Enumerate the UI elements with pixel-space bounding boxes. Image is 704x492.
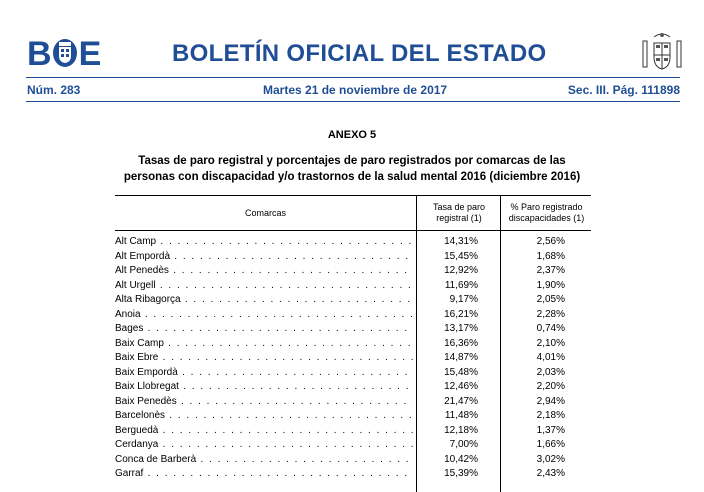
comarca-name: Berguedà (115, 424, 413, 439)
column-header-tasa: Tasa de paro registral (1) (416, 196, 501, 230)
tasa-value: 15,48% (444, 366, 478, 378)
tasa-value: 16,21% (444, 308, 478, 320)
comarca-name: Conca de Barberà (115, 453, 413, 468)
pct-value: 1,90% (536, 279, 565, 291)
comarca-name: Alt Urgell (115, 279, 413, 294)
pct-value: 2,20% (536, 381, 565, 392)
table-row: Baix Empordà 15,48% 2,03% (115, 366, 591, 381)
comarca-name: Alt Empordà (115, 250, 413, 265)
table-header: Comarcas Tasa de paro registral (1) % Pa… (115, 195, 591, 231)
pct-value: 2,18% (536, 410, 565, 421)
pct-value: 2,03% (536, 366, 565, 378)
data-table: Comarcas Tasa de paro registral (1) % Pa… (115, 195, 591, 492)
tasa-value: 12,92% (444, 265, 478, 276)
pct-value: 2,10% (536, 337, 565, 349)
table-row: Anoia 16,21% 2,28% (115, 308, 591, 323)
logo-letter-b: B (27, 35, 52, 73)
header-rule-top (26, 77, 680, 78)
pct-value: 2,56% (536, 236, 565, 247)
pct-value: 1,37% (536, 424, 565, 436)
coat-of-arms-icon (642, 33, 682, 70)
pct-value: 1,66% (536, 439, 565, 450)
header-rule-bottom (26, 101, 680, 102)
table-row: Baix Camp 16,36% 2,10% (115, 337, 591, 352)
tasa-value: 10,42% (444, 453, 478, 465)
tasa-value: 11,48% (444, 410, 478, 421)
table-row: Alta Ribagorça 9,17% 2,05% (115, 293, 591, 308)
tasa-value: 21,47% (444, 395, 478, 407)
pct-value: 4,01% (536, 352, 565, 363)
comarca-name: Garraf (115, 467, 413, 482)
table-row: Baix Ebre 14,87% 4,01% (115, 351, 591, 366)
tasa-value: 9,17% (449, 294, 478, 305)
tasa-value: 15,45% (444, 250, 478, 262)
pct-value: 2,43% (536, 468, 565, 479)
table-row: Alt Camp 14,31% 2,56% (115, 235, 591, 250)
issue-date: Martes 21 de noviembre de 2017 (263, 83, 448, 97)
pct-value: 2,94% (536, 395, 565, 407)
table-row: Bages 13,17% 0,74% (115, 322, 591, 337)
pct-value: 2,05% (536, 294, 565, 305)
comarca-name: Baix Llobregat (115, 380, 413, 395)
column-header-comarcas: Comarcas (244, 208, 286, 218)
column-divider (416, 231, 417, 492)
tasa-value: 15,39% (444, 468, 478, 479)
table-row: Baix Llobregat 12,46% 2,20% (115, 380, 591, 395)
logo-letter-e: E (78, 35, 102, 73)
table-body: Alt Camp 14,31% 2,56% Alt Empordà 15,45% 1,68… (115, 231, 591, 492)
comarca-name: Alta Ribagorça (115, 293, 413, 308)
table-row: Conca de Barberà 10,42% 3,02% (115, 453, 591, 468)
subtitle-line-2: personas con discapacidad y/o trastornos… (123, 171, 581, 183)
tasa-value: 12,18% (444, 424, 478, 436)
annex-subtitle: Tasas de paro registral y porcentajes de… (90, 153, 614, 185)
annex-heading: ANEXO 5 (327, 129, 377, 141)
column-divider (500, 231, 501, 492)
crest-icon (52, 39, 77, 67)
section-page: Sec. III. Pág. 111898 (567, 83, 680, 97)
pct-value: 0,74% (536, 323, 565, 334)
tasa-value: 13,17% (444, 323, 478, 334)
issue-number: Núm. 283 (27, 83, 81, 97)
table-row: Barcelonès 11,48% 2,18% (115, 409, 591, 424)
table-row: Alt Urgell 11,69% 1,90% (115, 279, 591, 294)
pct-value: 1,68% (536, 250, 565, 262)
tasa-value: 7,00% (449, 439, 478, 450)
comarca-name: Baix Penedès (115, 395, 413, 410)
pct-value: 2,37% (536, 265, 565, 276)
table-row: Cerdanya 7,00% 1,66% (115, 438, 591, 453)
comarca-name: Baix Empordà (115, 366, 413, 381)
comarca-name: Alt Penedès (115, 264, 413, 279)
comarca-name: Anoia (115, 308, 413, 323)
tasa-value: 11,69% (444, 279, 478, 291)
comarca-name: Baix Camp (115, 337, 413, 352)
pct-value: 2,28% (536, 308, 565, 320)
tasa-value: 14,31% (444, 236, 478, 247)
comarca-name: Barcelonès (115, 409, 413, 424)
table-row: Alt Penedès 12,92% 2,37% (115, 264, 591, 279)
tasa-value: 16,36% (444, 337, 478, 349)
column-header-pct: % Paro registrado discapacidades (1) (500, 196, 592, 230)
table-row: Baix Penedès 21,47% 2,94% (115, 395, 591, 410)
table-row: Garraf 15,39% 2,43% (115, 467, 591, 482)
comarca-name: Baix Ebre (115, 351, 413, 366)
table-row: Alt Empordà 15,45% 1,68% (115, 250, 591, 265)
pct-value: 3,02% (536, 453, 565, 465)
boe-logo: B E (27, 34, 102, 74)
page-title: BOLETÍN OFICIAL DEL ESTADO (172, 40, 547, 67)
comarca-name: Alt Camp (115, 235, 413, 250)
subtitle-line-1: Tasas de paro registral y porcentajes de… (138, 155, 566, 167)
tasa-value: 12,46% (444, 381, 478, 392)
table-row: Berguedà 12,18% 1,37% (115, 424, 591, 439)
comarca-name: Bages (115, 322, 413, 337)
tasa-value: 14,87% (444, 352, 478, 363)
comarca-name: Cerdanya (115, 438, 413, 453)
